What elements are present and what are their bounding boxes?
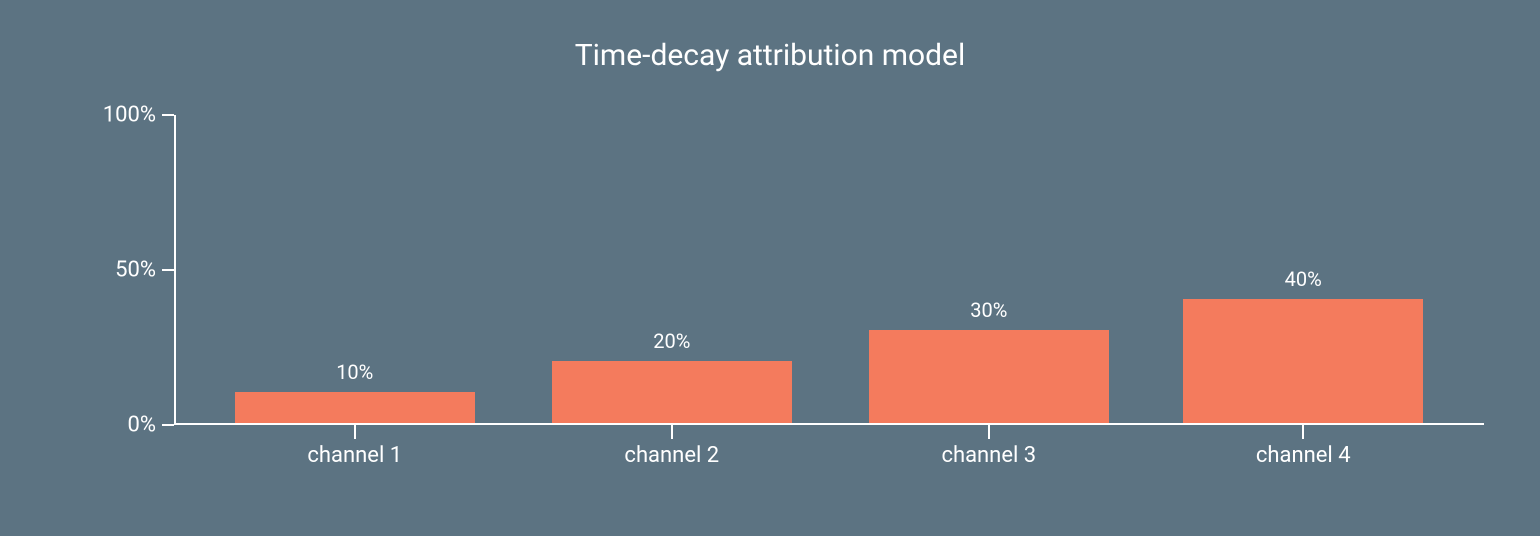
y-axis-tick-label: 50% xyxy=(115,258,156,283)
y-axis-tick xyxy=(162,424,174,426)
y-axis-tick-label: 100% xyxy=(103,103,156,128)
y-axis-tick xyxy=(162,114,174,116)
bar-value-label: 20% xyxy=(653,329,690,353)
x-axis-tick xyxy=(671,425,673,439)
bar-value-label: 10% xyxy=(336,360,373,384)
chart-bar: 20% xyxy=(552,361,792,423)
chart-bar: 10% xyxy=(235,392,475,423)
y-axis-tick-label: 0% xyxy=(128,413,156,438)
chart-plot-area: 0%50%100%10%channel 120%channel 230%chan… xyxy=(174,115,1484,425)
y-axis-line xyxy=(174,115,176,425)
y-axis-tick xyxy=(162,269,174,271)
x-axis-tick xyxy=(988,425,990,439)
x-axis-tick xyxy=(354,425,356,439)
x-axis-tick xyxy=(1302,425,1304,439)
chart-bar: 30% xyxy=(869,330,1109,423)
chart-canvas: Time-decay attribution model 0%50%100%10… xyxy=(0,0,1540,536)
x-axis-tick-label: channel 2 xyxy=(624,443,719,468)
chart-title: Time-decay attribution model xyxy=(0,38,1540,73)
x-axis-tick-label: channel 3 xyxy=(941,443,1036,468)
x-axis-line xyxy=(174,423,1484,425)
x-axis-tick-label: channel 1 xyxy=(307,443,402,468)
bar-value-label: 30% xyxy=(970,298,1007,322)
bar-value-label: 40% xyxy=(1285,267,1322,291)
x-axis-tick-label: channel 4 xyxy=(1256,443,1351,468)
chart-bar: 40% xyxy=(1183,299,1423,423)
